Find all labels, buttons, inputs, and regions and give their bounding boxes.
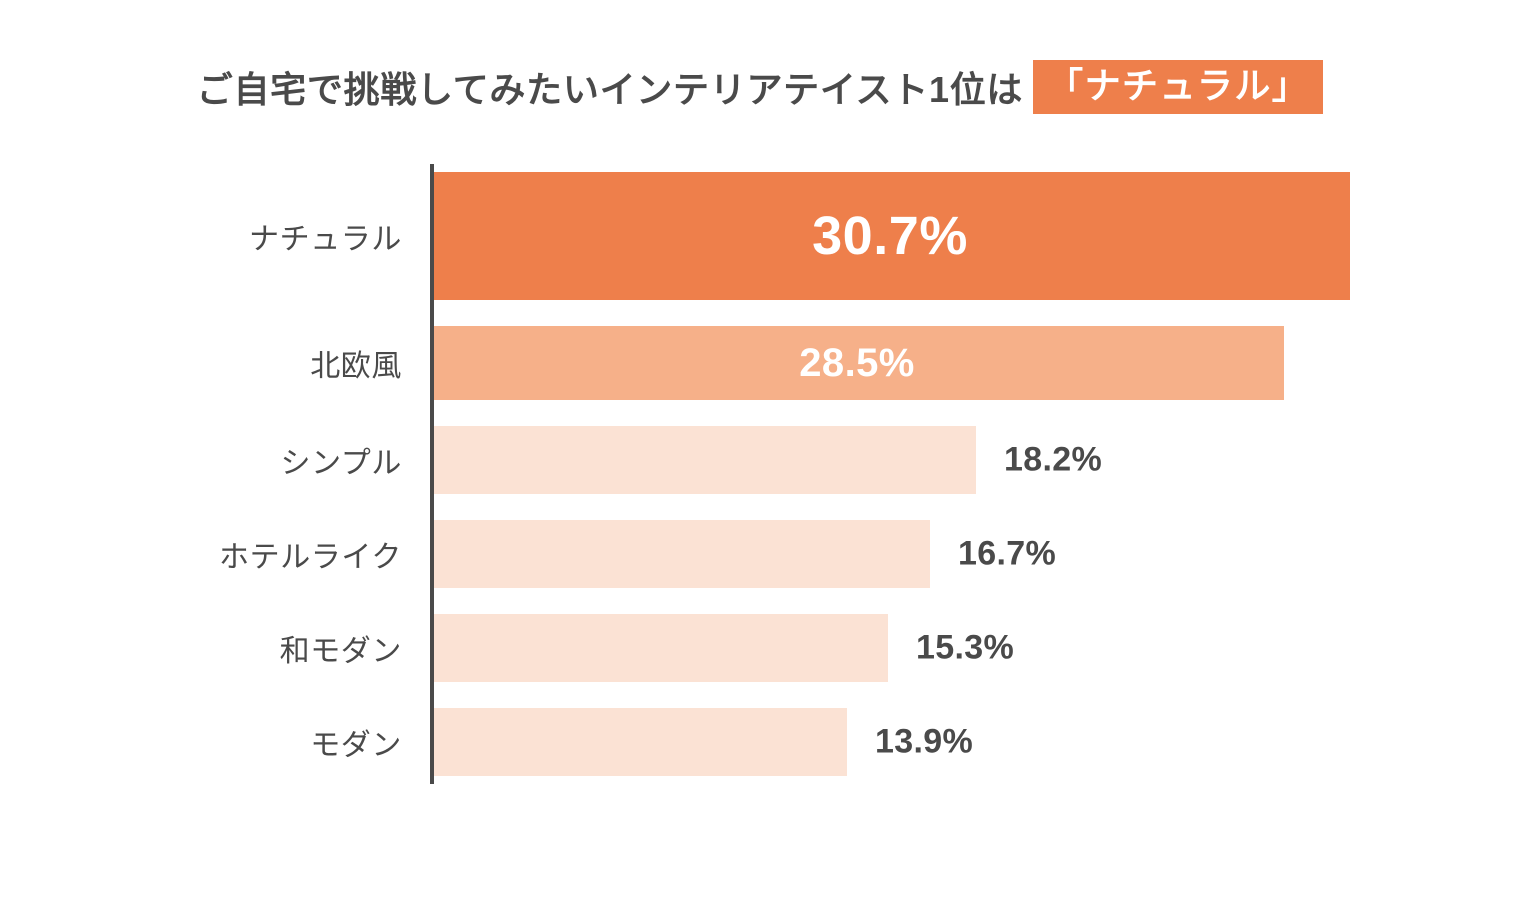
- bar-chart: ナチュラル 30.7% 北欧風 28.5% シンプル 18.2% ホテルライク 16.7% 和モ…: [170, 172, 1350, 776]
- bar-row: シンプル 18.2%: [170, 426, 1350, 494]
- bar-value: 13.9%: [875, 724, 973, 758]
- bar-value: 28.5%: [799, 343, 914, 383]
- bar-area: 13.9%: [430, 708, 1350, 776]
- bar-value: 18.2%: [1004, 442, 1102, 476]
- title-highlight: 「ナチュラル」: [1033, 60, 1323, 114]
- bar: [430, 708, 847, 776]
- bar-area: 28.5%: [430, 326, 1350, 400]
- category-label: 北欧風: [170, 341, 430, 385]
- bar-row: 和モダン 15.3%: [170, 614, 1350, 682]
- title-text: ご自宅で挑戦してみたいインテリアテイスト1位は: [197, 61, 1023, 113]
- bar: [430, 614, 888, 682]
- bar-row: 北欧風 28.5%: [170, 326, 1350, 400]
- y-axis-line: [430, 164, 434, 784]
- category-label: ホテルライク: [170, 532, 430, 576]
- bar-area: 18.2%: [430, 426, 1350, 494]
- chart-title: ご自宅で挑戦してみたいインテリアテイスト1位は 「ナチュラル」: [0, 60, 1520, 114]
- bar-value: 30.7%: [812, 209, 968, 263]
- bar-value: 16.7%: [958, 536, 1056, 570]
- category-label: ナチュラル: [170, 214, 430, 258]
- bar: [430, 520, 930, 588]
- category-label: シンプル: [170, 438, 430, 482]
- bar: 30.7%: [430, 172, 1350, 300]
- bar: 28.5%: [430, 326, 1284, 400]
- bar-rows: ナチュラル 30.7% 北欧風 28.5% シンプル 18.2% ホテルライク 16.7% 和モ…: [170, 172, 1350, 776]
- bar-row: モダン 13.9%: [170, 708, 1350, 776]
- bar: [430, 426, 976, 494]
- bar-area: 15.3%: [430, 614, 1350, 682]
- bar-area: 16.7%: [430, 520, 1350, 588]
- category-label: モダン: [170, 720, 430, 764]
- chart-card: ご自宅で挑戦してみたいインテリアテイスト1位は 「ナチュラル」 ナチュラル 30.…: [0, 0, 1520, 902]
- bar-row: ナチュラル 30.7%: [170, 172, 1350, 300]
- bar-area: 30.7%: [430, 172, 1350, 300]
- bar-row: ホテルライク 16.7%: [170, 520, 1350, 588]
- category-label: 和モダン: [170, 626, 430, 670]
- bar-value: 15.3%: [916, 630, 1014, 664]
